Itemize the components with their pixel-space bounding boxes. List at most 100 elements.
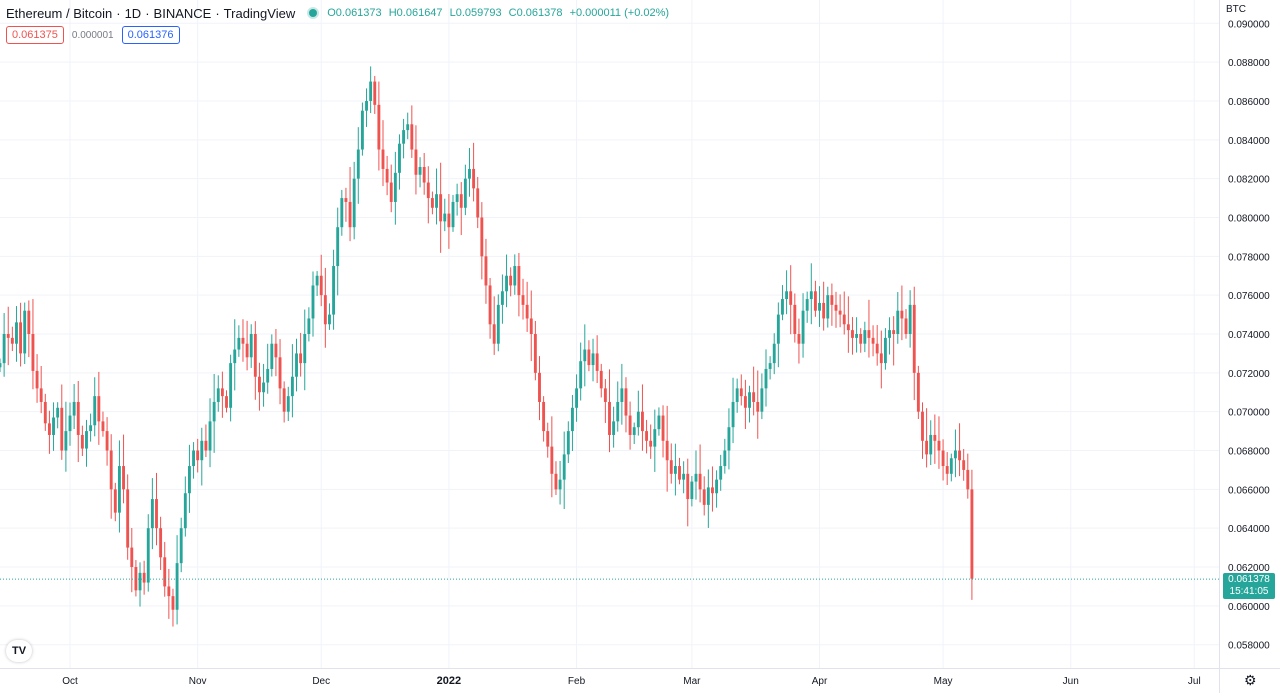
candle (138, 562, 142, 607)
candle (200, 427, 204, 486)
candle (23, 302, 27, 365)
candle (768, 356, 772, 380)
candle (134, 560, 138, 597)
candle (89, 413, 93, 442)
candle (426, 166, 430, 224)
candle (838, 294, 842, 328)
currency-label[interactable]: BTC (1226, 4, 1246, 15)
candle (949, 453, 953, 482)
source-label: TradingView (223, 5, 296, 21)
candlestick-series (0, 66, 974, 627)
spread-value: 0.000001 (71, 29, 114, 41)
symbol-name[interactable]: Ethereum / Bitcoin (6, 5, 113, 21)
candle (809, 263, 813, 325)
candle (130, 528, 134, 593)
candle (719, 454, 723, 491)
candle (698, 444, 702, 503)
candle (311, 271, 315, 337)
candle (583, 324, 587, 387)
candle (356, 127, 360, 204)
candle (385, 155, 389, 196)
candle (476, 176, 480, 229)
candle (801, 293, 805, 358)
bar-countdown: 15:41:05 (1229, 586, 1269, 598)
y-tick-label: 0.080000 (1228, 213, 1270, 224)
candle (929, 420, 933, 465)
candle (220, 371, 224, 418)
candle (715, 470, 719, 508)
candle (278, 339, 282, 405)
candle (192, 442, 195, 479)
candle (772, 333, 776, 375)
candle (525, 281, 529, 332)
candle (505, 254, 508, 308)
candle (146, 514, 150, 592)
candle (888, 317, 891, 355)
candle (113, 482, 117, 522)
candle (76, 380, 80, 463)
y-tick-label: 0.068000 (1228, 447, 1270, 458)
x-tick-label: Mar (683, 676, 701, 687)
candle (632, 422, 636, 445)
tradingview-logo-icon[interactable]: TV (6, 640, 32, 662)
candle (748, 385, 751, 423)
candle (603, 379, 607, 423)
candle (443, 198, 447, 232)
candle (60, 384, 64, 460)
y-tick-label: 0.078000 (1228, 252, 1270, 263)
x-tick-label: Dec (312, 676, 330, 687)
y-tick-label: 0.072000 (1228, 369, 1270, 380)
candle (533, 320, 537, 381)
sell-button[interactable]: 0.061375 (6, 26, 64, 44)
candle (369, 66, 373, 114)
candle (673, 443, 677, 496)
candle (863, 321, 867, 353)
market-status-icon[interactable] (309, 9, 318, 17)
candle (237, 325, 241, 357)
candle (290, 344, 294, 418)
candle (916, 365, 920, 420)
order-buttons: 0.061375 0.000001 0.061376 (6, 26, 180, 44)
candle (785, 270, 789, 315)
gear-icon[interactable]: ⚙ (1244, 672, 1257, 688)
candle (521, 278, 525, 320)
candle (550, 416, 554, 498)
candle (472, 142, 476, 202)
candle (332, 249, 336, 330)
candle (179, 517, 183, 573)
candle (468, 147, 471, 197)
candle (731, 377, 735, 444)
candle (892, 316, 896, 366)
candle (270, 334, 274, 377)
y-tick-label: 0.060000 (1228, 602, 1270, 613)
candle (513, 254, 517, 295)
candle (171, 588, 175, 627)
candle (282, 381, 286, 423)
ohlc-values: O0.061373 H0.061647 L0.059793 C0.061378 … (327, 7, 673, 19)
candle (253, 321, 257, 400)
candle (105, 417, 109, 466)
candle (299, 332, 303, 377)
exchange-label: BINANCE (153, 5, 212, 21)
candle (159, 516, 163, 570)
candle (258, 362, 261, 411)
candle (826, 286, 830, 328)
candle (966, 453, 970, 499)
candle (781, 285, 784, 321)
candle (117, 440, 121, 533)
y-tick-label: 0.090000 (1228, 19, 1270, 30)
candle (665, 405, 669, 492)
buy-button[interactable]: 0.061376 (121, 26, 180, 44)
candle (636, 390, 640, 436)
interval-label[interactable]: 1D (124, 5, 142, 21)
candle (422, 153, 426, 195)
candle (225, 390, 228, 413)
candle (834, 291, 838, 328)
candle (398, 134, 401, 190)
x-tick-label: Apr (812, 676, 828, 687)
candle (196, 438, 200, 473)
candle (410, 105, 414, 158)
candle (241, 319, 245, 362)
candle (233, 319, 237, 391)
